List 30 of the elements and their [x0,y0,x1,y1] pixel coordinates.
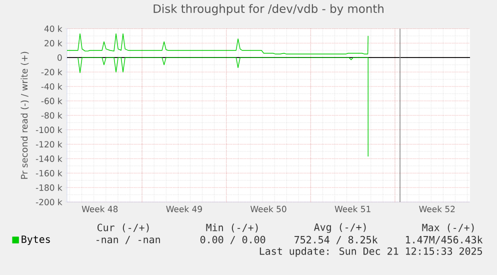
x-tick-label: Week 50 [250,206,286,212]
x-tick-label: Week 51 [334,206,370,212]
y-tick-label: -120 k [36,140,62,148]
x-tick-label: Week 49 [166,206,202,212]
x-tick-label: Week 48 [82,206,118,212]
y-tick-label: 20 k [44,40,62,46]
y-tick-label: 40 k [44,25,62,32]
text: Min (-/+) [206,224,258,232]
text: 752.54 / 8.25k [294,236,378,244]
text: Max (-/+) [422,224,474,232]
text: 0.00 / 0.00 [200,236,266,244]
y-tick-label: -140 k [36,155,62,162]
y-tick-label: -160 k [36,170,62,176]
text: Cur (-/+) [97,224,149,232]
legend-label: Bytes [22,236,50,245]
y-tick-label: 0 [58,54,62,61]
text: -nan / -nan [96,236,160,244]
y-tick-label: -60 k [41,98,62,104]
text: Avg (-/+) [314,223,366,233]
y-tick-label: -200 k [36,198,62,206]
y-tick-label: -20 k [41,68,62,76]
y-tick-label: -180 k [36,184,62,191]
text: Last update: Sun Dec 21 12:15:33 2025 [260,247,482,257]
y-tick-label: -80 k [41,112,62,119]
x-tick-label: Week 52 [419,206,455,212]
y-tick-label: -100 k [36,126,62,134]
y-tick-label: -40 k [41,83,62,90]
text: 1.47M/456.43k [406,236,483,244]
y-axis-title: Pr second read (-) / write (+) [20,52,29,179]
chart-title: Disk throughput for /dev/vdb - by month [154,4,384,16]
